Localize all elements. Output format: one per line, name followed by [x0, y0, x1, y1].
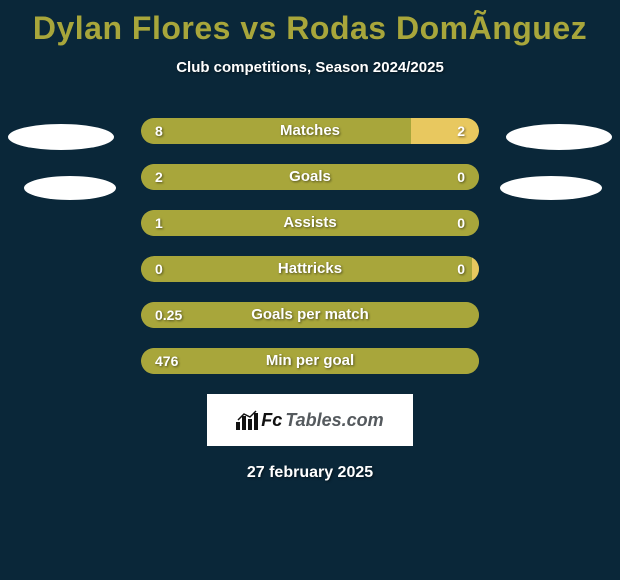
- stat-row: 2Goals0: [141, 164, 479, 190]
- stat-value-right: 0: [457, 164, 465, 190]
- stats-container: 8Matches22Goals01Assists00Hattricks00.25…: [141, 118, 479, 374]
- title-text: Dylan Flores vs Rodas DomÃ­nguez: [33, 10, 587, 46]
- stat-row: 1Assists0: [141, 210, 479, 236]
- stat-value-right: 2: [457, 118, 465, 144]
- footer-date: 27 february 2025: [0, 464, 620, 482]
- stat-label: Goals per match: [141, 302, 479, 328]
- stat-label: Matches: [141, 118, 479, 144]
- subtitle-text: Club competitions, Season 2024/2025: [176, 59, 444, 76]
- stat-label: Min per goal: [141, 348, 479, 374]
- stat-row: 0.25Goals per match: [141, 302, 479, 328]
- chart-icon: [236, 410, 258, 430]
- footer-date-text: 27 february 2025: [247, 464, 373, 481]
- brand-fc: Fc: [261, 410, 282, 431]
- stat-label: Hattricks: [141, 256, 479, 282]
- stat-value-right: 0: [457, 256, 465, 282]
- avatar-ellipse: [8, 124, 114, 150]
- stat-row: 0Hattricks0: [141, 256, 479, 282]
- brand-box: FcTables.com: [207, 394, 413, 446]
- stat-row: 8Matches2: [141, 118, 479, 144]
- stat-label: Goals: [141, 164, 479, 190]
- comparison-subtitle: Club competitions, Season 2024/2025: [0, 59, 620, 76]
- avatar-ellipse: [500, 176, 602, 200]
- stat-label: Assists: [141, 210, 479, 236]
- comparison-title: Dylan Flores vs Rodas DomÃ­nguez: [0, 0, 620, 47]
- brand-tables: Tables.com: [285, 410, 383, 431]
- avatar-ellipse: [24, 176, 116, 200]
- stat-row: 476Min per goal: [141, 348, 479, 374]
- avatar-ellipse: [506, 124, 612, 150]
- stat-value-right: 0: [457, 210, 465, 236]
